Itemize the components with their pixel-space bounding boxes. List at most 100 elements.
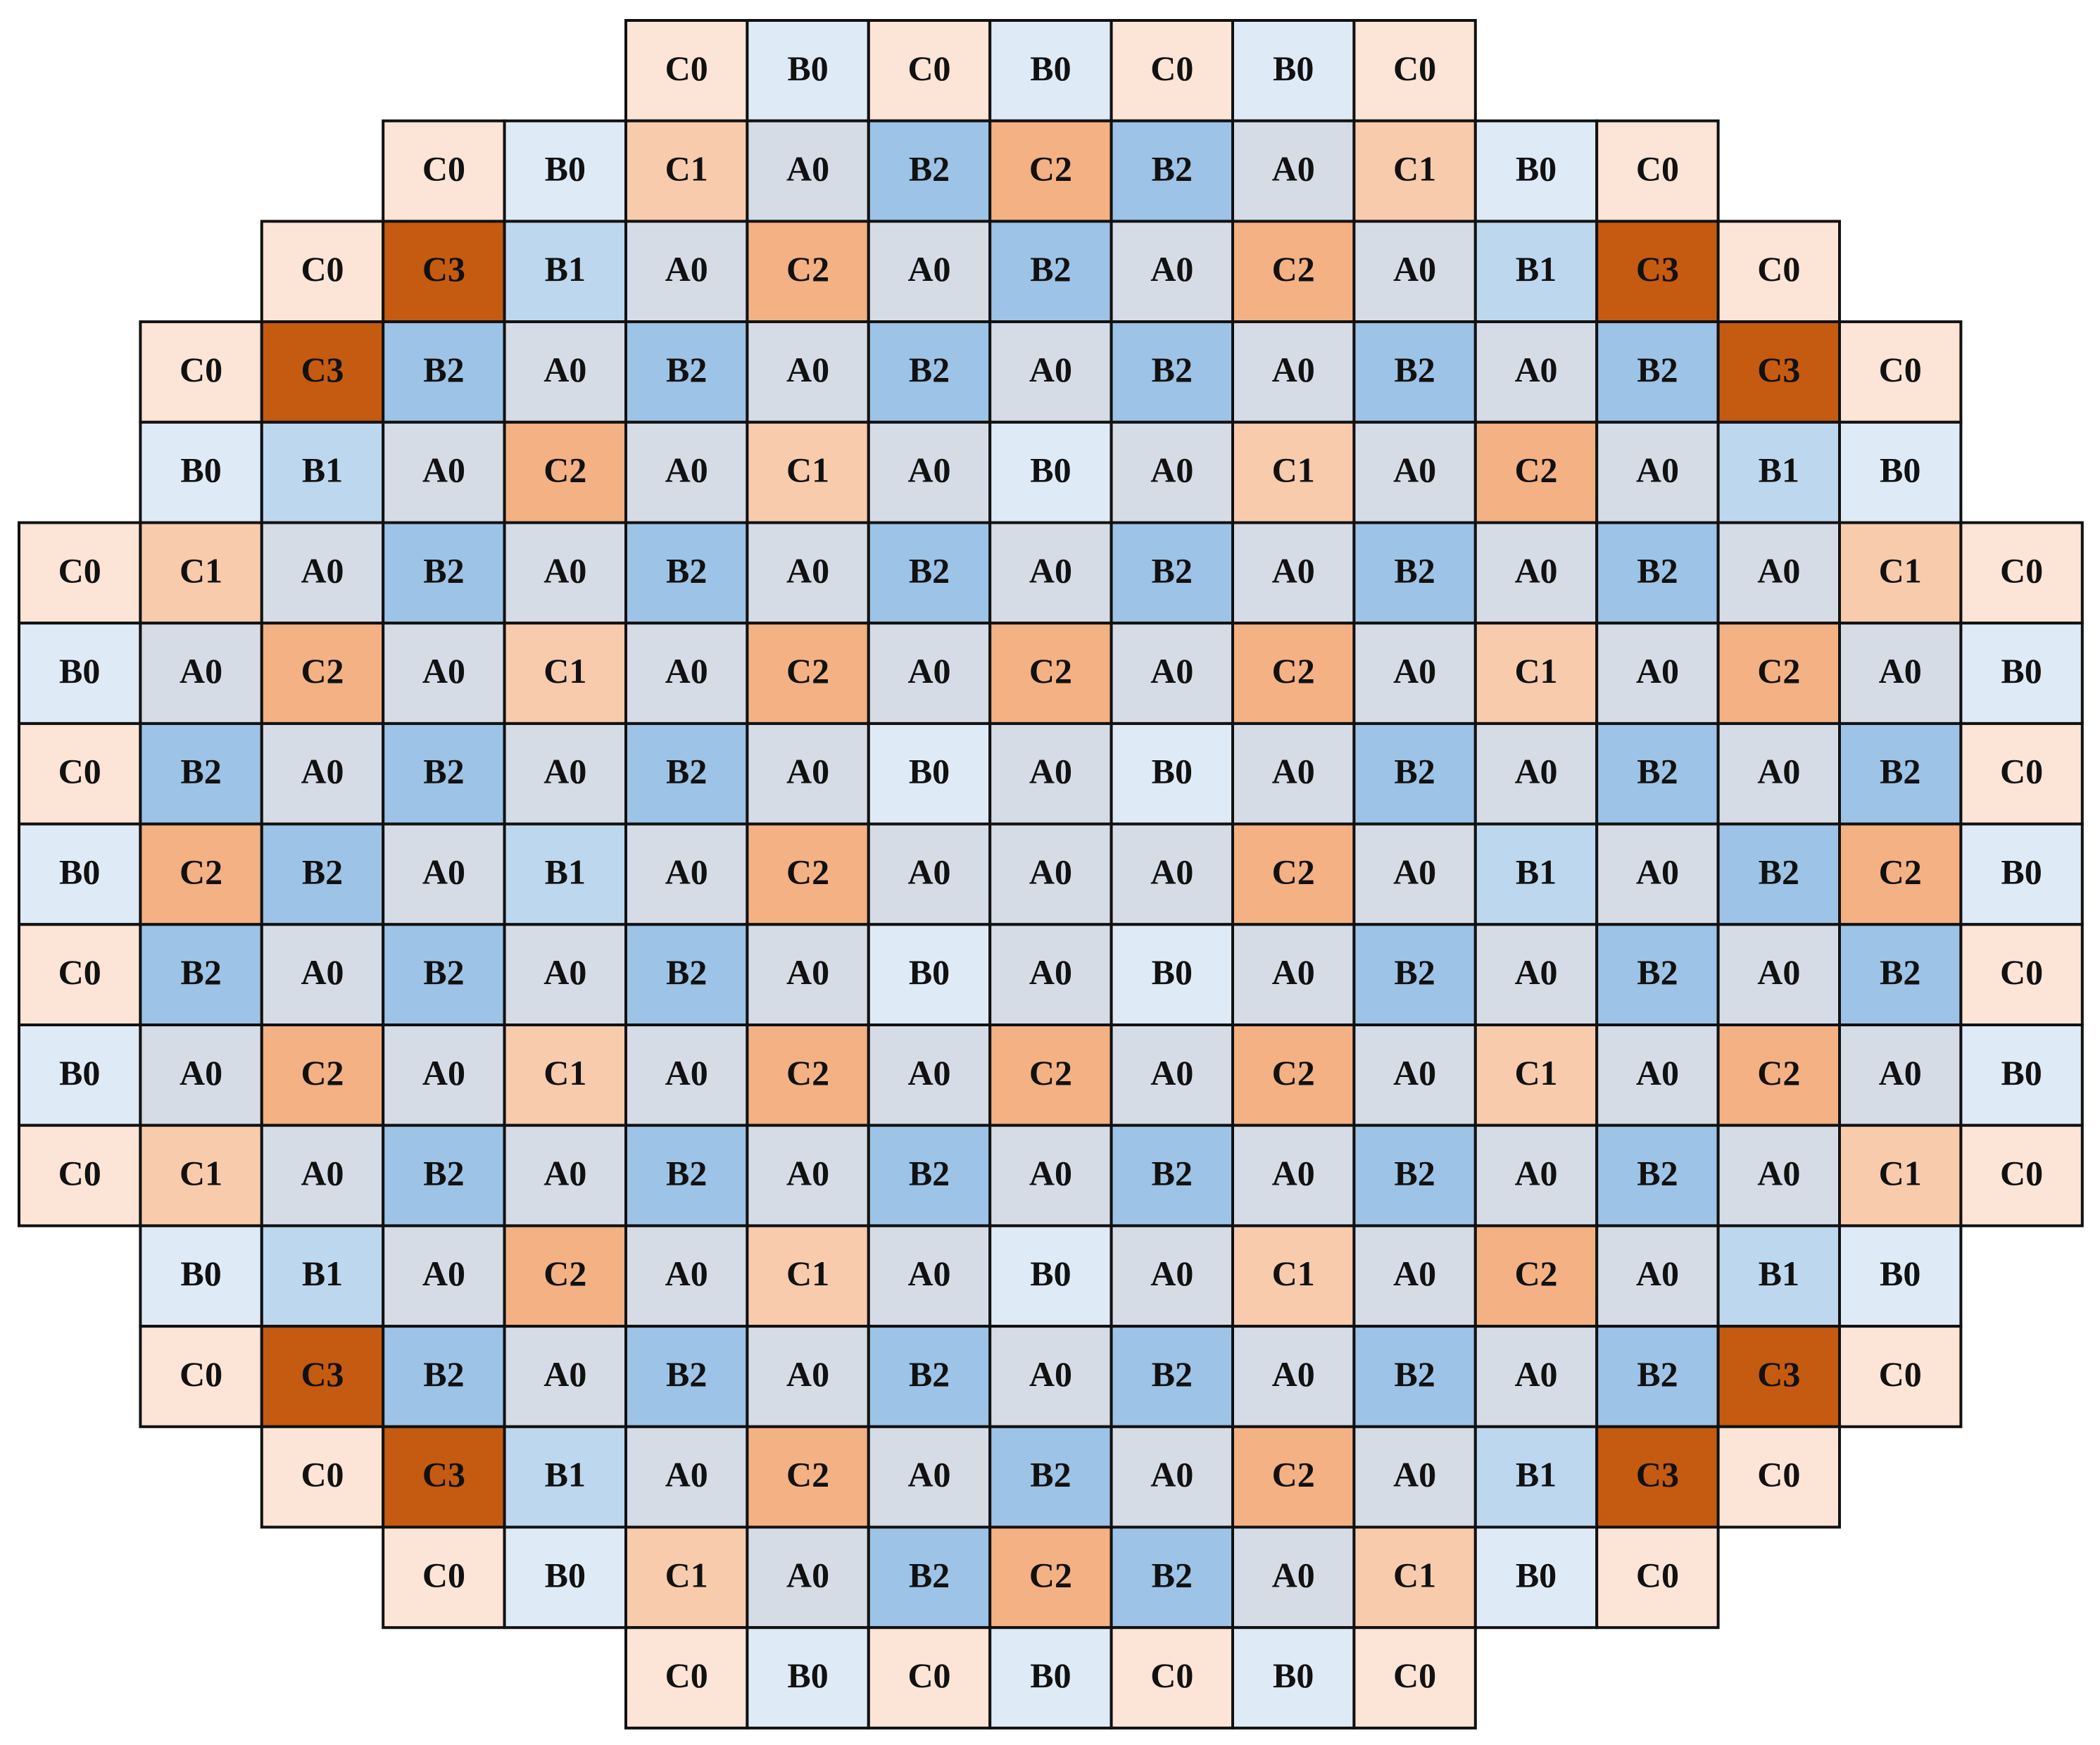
- cell-label: B2: [1152, 1555, 1193, 1594]
- cell: [1838, 822, 1963, 926]
- cell-label: A0: [1029, 350, 1072, 389]
- cell: [1595, 822, 1720, 926]
- cell-label: C1: [665, 149, 708, 189]
- cell-label: A0: [665, 1455, 708, 1494]
- cell-label: B0: [545, 1555, 586, 1594]
- cell: [746, 220, 870, 324]
- cell-label: A0: [786, 952, 829, 992]
- cell-label: C1: [1514, 651, 1557, 691]
- cell-label: A0: [1393, 1455, 1436, 1494]
- cell-label: B2: [1394, 550, 1435, 590]
- cell-label: B0: [1880, 1254, 1920, 1293]
- cell: [1231, 19, 1356, 122]
- cell-label: A0: [665, 651, 708, 691]
- cell-label: C0: [1150, 1656, 1193, 1695]
- cell-label: B2: [1030, 249, 1071, 289]
- cell: [746, 320, 870, 424]
- cell: [1352, 822, 1477, 926]
- cell: [988, 1525, 1113, 1630]
- cell: [988, 521, 1113, 625]
- cell-label: A0: [907, 249, 950, 289]
- cell-label: C2: [1514, 451, 1557, 490]
- cell-label: C3: [1636, 249, 1679, 289]
- cell-label: B1: [1516, 1455, 1557, 1494]
- cell: [1473, 622, 1599, 725]
- cell-label: C1: [665, 1555, 708, 1594]
- cell: [1716, 1023, 1842, 1127]
- cell: [503, 1325, 627, 1428]
- cell-label: C3: [422, 249, 465, 289]
- cell-label: A0: [907, 1053, 950, 1092]
- cell: [1352, 1626, 1477, 1730]
- cell-label: A0: [1029, 550, 1072, 590]
- cell-label: C0: [2000, 752, 2043, 791]
- cell: [988, 722, 1113, 826]
- cell-label: A0: [665, 451, 708, 490]
- cell: [1838, 923, 1963, 1027]
- cell: [139, 1224, 263, 1328]
- cell-label: B2: [1030, 1455, 1071, 1494]
- cell: [1473, 1325, 1599, 1428]
- cell-label: B2: [1152, 149, 1193, 189]
- cell: [382, 420, 506, 524]
- cell-label: C0: [907, 1656, 950, 1695]
- cell-label: B2: [1152, 550, 1193, 590]
- cell-label: A0: [301, 550, 344, 590]
- cell: [867, 521, 992, 625]
- cell: [1352, 1525, 1477, 1630]
- cell: [1595, 1023, 1720, 1127]
- cell: [260, 521, 385, 625]
- cell: [867, 1224, 992, 1328]
- cell: [1231, 822, 1356, 926]
- cell-label: A0: [1029, 1154, 1072, 1193]
- cell-label: A0: [1514, 752, 1557, 791]
- cell-label: A0: [1636, 1053, 1679, 1092]
- cell-label: C1: [786, 451, 829, 490]
- cell-label: B2: [1152, 350, 1193, 389]
- cell-label: A0: [1757, 1154, 1800, 1193]
- cell: [1838, 420, 1963, 524]
- cell-label: A0: [422, 1053, 465, 1092]
- cell-label: A0: [1150, 651, 1193, 691]
- cell-label: C3: [1757, 350, 1800, 389]
- cell-label: C1: [1879, 1154, 1922, 1193]
- cell: [382, 1023, 506, 1127]
- cell-label: C2: [1272, 1455, 1315, 1494]
- cell-label: A0: [1029, 752, 1072, 791]
- cell: [988, 1023, 1113, 1127]
- cell-label: B2: [1394, 752, 1435, 791]
- cell-label: C2: [1757, 1053, 1800, 1092]
- cell-label: A0: [1150, 451, 1193, 490]
- cell-label: C2: [301, 1053, 344, 1092]
- cell: [1109, 822, 1234, 926]
- cell-label: B0: [909, 952, 950, 992]
- cell: [1959, 1123, 2084, 1228]
- cell-label: B1: [545, 852, 586, 891]
- cell-label: B0: [1152, 952, 1193, 992]
- cell-label: B0: [545, 149, 586, 189]
- cell-label: C3: [422, 1455, 465, 1494]
- cell-label: A0: [1393, 1053, 1436, 1092]
- cell-label: C0: [58, 952, 101, 992]
- cell-label: A0: [1150, 1455, 1193, 1494]
- cell-label: C2: [1029, 149, 1072, 189]
- cell-label: B2: [1152, 1154, 1193, 1193]
- cell-label: C3: [301, 350, 344, 389]
- cell-label: C0: [907, 49, 950, 88]
- cell-label: C0: [1879, 350, 1922, 389]
- cell-label: C0: [1636, 149, 1679, 189]
- cell-label: A0: [1150, 1254, 1193, 1293]
- cell: [624, 1525, 749, 1630]
- cell: [1473, 722, 1599, 826]
- cell-label: C0: [2000, 952, 2043, 992]
- cell: [1473, 1123, 1599, 1228]
- cell: [1109, 1224, 1234, 1328]
- cell-label: B2: [423, 1154, 464, 1193]
- cell: [139, 722, 263, 826]
- cell-label: C0: [1393, 1656, 1436, 1695]
- cell: [1109, 119, 1234, 223]
- cell-label: C2: [786, 852, 829, 891]
- cell-label: A0: [1272, 149, 1315, 189]
- cell: [260, 923, 385, 1027]
- cell-label: A0: [907, 451, 950, 490]
